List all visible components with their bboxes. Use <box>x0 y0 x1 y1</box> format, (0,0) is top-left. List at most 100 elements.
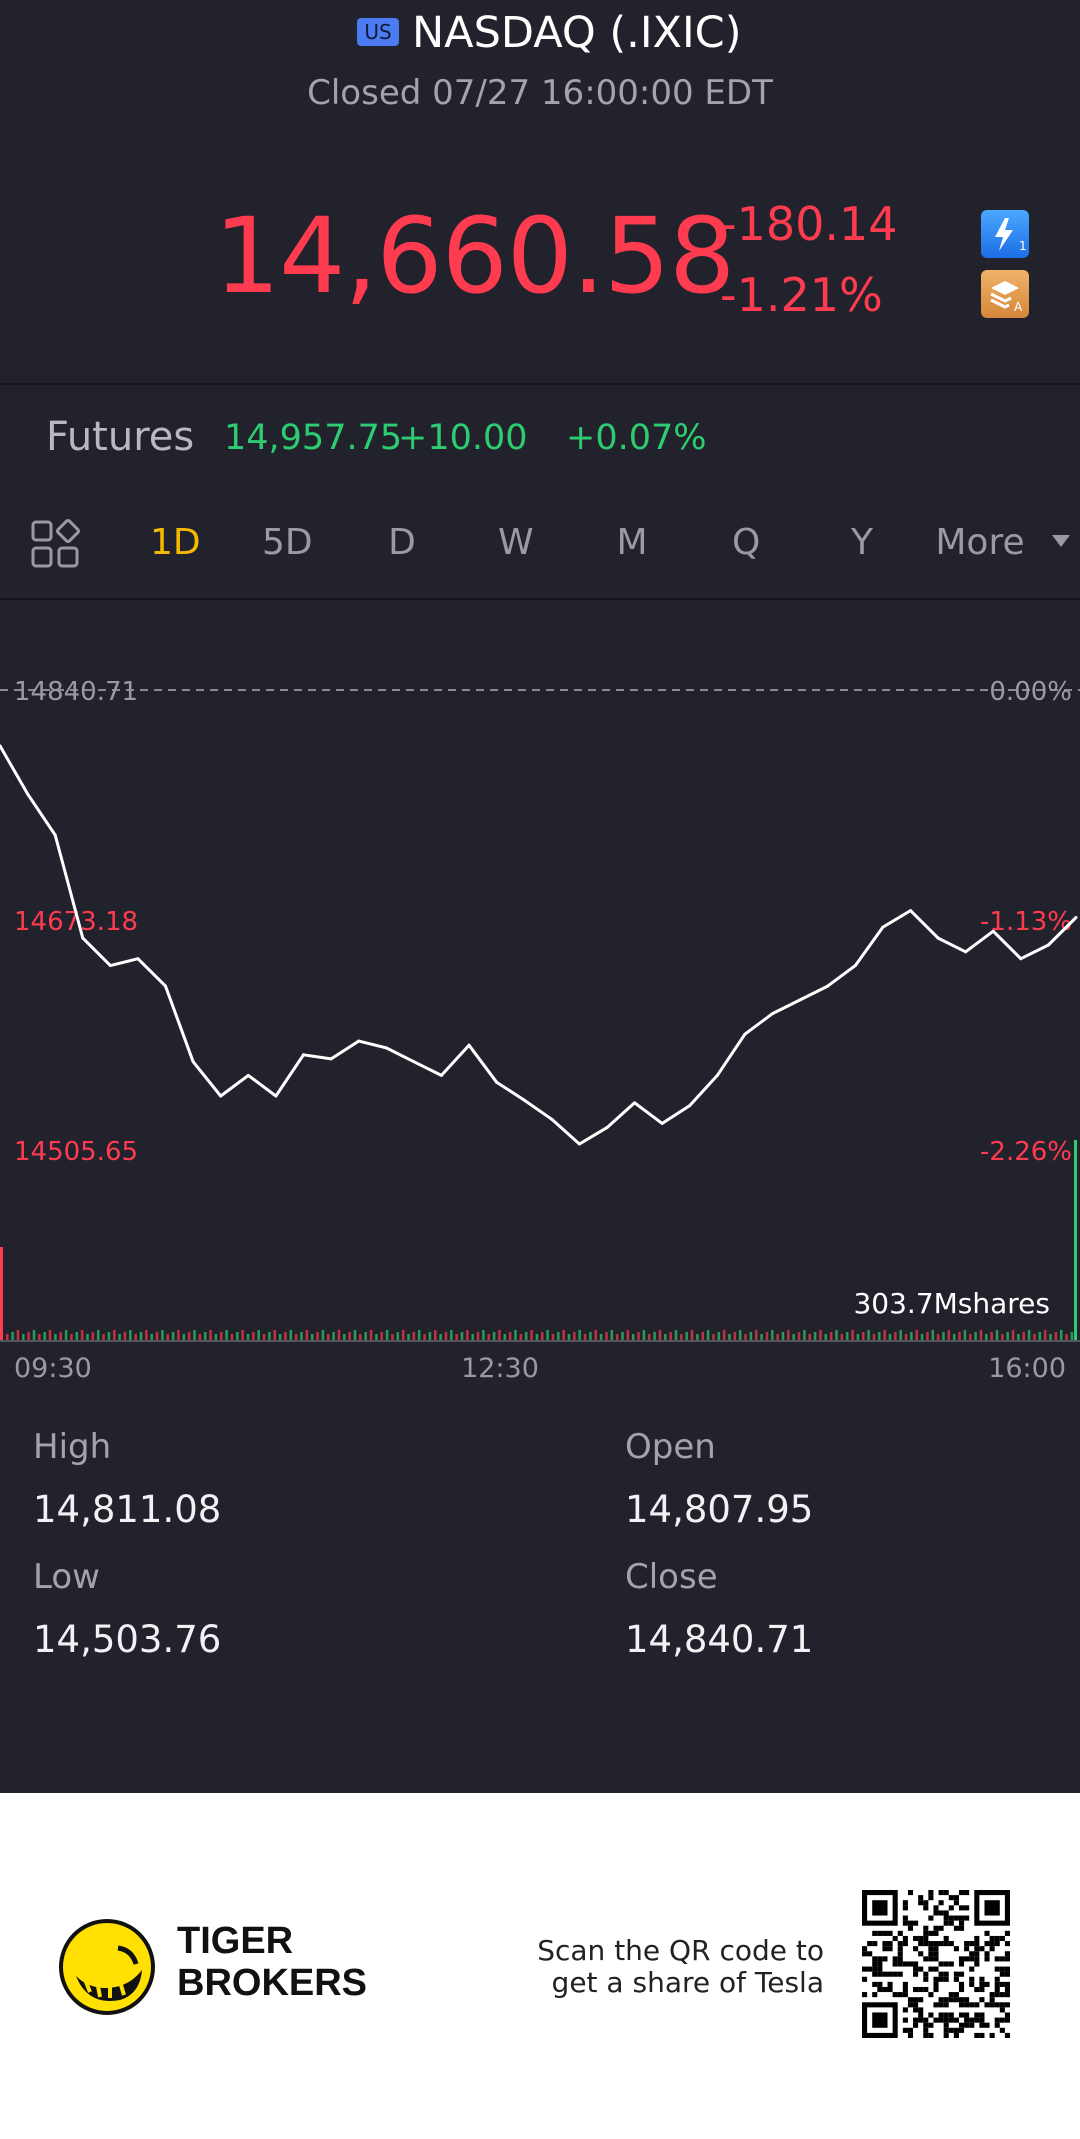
qr-module <box>974 2017 980 2023</box>
qr-module <box>918 1935 924 1942</box>
qr-module <box>953 1946 959 1952</box>
volume-bar <box>482 1330 485 1340</box>
volume-bar <box>268 1332 271 1340</box>
qr-module <box>923 2027 929 2033</box>
volume-bar <box>664 1334 667 1340</box>
qr-module <box>979 1981 985 1987</box>
qr-module <box>933 1910 939 1916</box>
qr-module <box>1004 1966 1010 1972</box>
volume-bar <box>915 1330 918 1340</box>
price-point <box>964 950 968 954</box>
qr-module <box>999 1935 1005 1942</box>
volume-bar <box>541 1332 544 1340</box>
qr-module <box>979 2017 985 2023</box>
qr-module <box>913 1971 919 1977</box>
price-line <box>0 745 1078 1146</box>
qr-module <box>918 2007 924 2013</box>
qr-module <box>943 2017 949 2023</box>
tab-month[interactable]: M <box>616 522 648 563</box>
chevron-down-icon[interactable] <box>1052 535 1070 547</box>
qr-module <box>933 1951 939 1957</box>
volume-bar <box>80 1330 84 1340</box>
volume-bar <box>385 1330 389 1340</box>
price-point <box>881 925 885 929</box>
volume-bar <box>755 1330 758 1340</box>
market-status: Closed 07/27 16:00:00 EDT <box>307 73 773 113</box>
qr-module <box>948 2027 954 2033</box>
layers-icon[interactable]: A <box>981 270 1029 318</box>
qr-module <box>923 1941 929 1947</box>
qr-module <box>999 1966 1005 1972</box>
volume-bar <box>701 1332 704 1340</box>
qr-module <box>948 1941 954 1947</box>
qr-module <box>943 1935 949 1942</box>
qr-module <box>913 2007 919 2013</box>
tab-quarter[interactable]: Q <box>732 522 761 563</box>
qr-module <box>877 1956 883 1962</box>
qr-module <box>897 1992 903 1998</box>
volume-bar <box>1027 1330 1031 1340</box>
qr-module <box>948 1961 954 1967</box>
volume-bar <box>1049 1334 1052 1340</box>
qr-module <box>994 1935 1000 1942</box>
volume-bar <box>22 1334 25 1340</box>
qr-module <box>984 2022 990 2028</box>
stat-close-value: 14,840.71 <box>625 1618 814 1661</box>
volume-bar <box>936 1334 940 1340</box>
volume-bar <box>407 1334 410 1340</box>
volume-bar <box>546 1330 549 1340</box>
volume-bar <box>931 1330 935 1340</box>
tab-week[interactable]: W <box>498 522 534 563</box>
tab-day[interactable]: D <box>388 522 416 563</box>
qr-module <box>999 1956 1005 1962</box>
volume-bar <box>637 1332 640 1340</box>
volume-bar <box>310 1334 314 1340</box>
tab-5d[interactable]: 5D <box>262 522 313 563</box>
volume-bar <box>599 1334 603 1340</box>
tab-1d[interactable]: 1D <box>150 522 201 563</box>
qr-module <box>902 1915 908 1921</box>
volume-bar <box>787 1330 790 1340</box>
qr-module <box>877 1981 883 1987</box>
volume-bar <box>862 1332 865 1340</box>
qr-module <box>989 1992 995 1998</box>
qr-module <box>933 1986 939 1993</box>
layout-grid-icon[interactable] <box>30 519 80 569</box>
tiger-logo-icon <box>58 1918 156 2016</box>
lightning-icon[interactable]: 1 <box>981 210 1029 258</box>
qr-module <box>989 1935 995 1942</box>
qr-module <box>902 2017 908 2023</box>
tab-more[interactable]: More <box>935 522 1025 563</box>
volume-bar <box>519 1334 523 1340</box>
volume-bar <box>294 1334 298 1340</box>
volume-bar <box>995 1330 999 1340</box>
qr-module <box>938 1890 944 1896</box>
volume-bar <box>605 1332 608 1340</box>
brand-name-line1: TIGER <box>177 1920 294 1962</box>
qr-module <box>923 1976 929 1982</box>
qr-module <box>933 1941 939 1947</box>
qr-code[interactable] <box>862 1890 1010 2038</box>
qr-module <box>1004 2017 1010 2023</box>
tab-year[interactable]: Y <box>851 522 873 563</box>
qr-module <box>974 1935 980 1942</box>
qr-finder <box>872 2012 888 2028</box>
qr-module <box>994 2022 1000 2028</box>
volume-bar <box>428 1332 432 1340</box>
price-change: -180.14 <box>720 197 898 251</box>
volume-bar <box>246 1334 250 1340</box>
intraday-chart[interactable]: 14840.71 0.00% 14673.18 -1.13% 14505.65 -2.26… <box>0 600 1080 1384</box>
qr-module <box>933 1981 939 1987</box>
volume-bar <box>952 1334 956 1340</box>
price-point <box>0 744 2 748</box>
volume-bar <box>888 1334 892 1340</box>
volume-bar <box>829 1332 833 1340</box>
qr-module <box>913 1966 919 1972</box>
qr-module <box>1004 1971 1010 1977</box>
volume-bar <box>171 1332 175 1340</box>
qr-module <box>877 1930 883 1936</box>
qr-module <box>907 2027 914 2033</box>
qr-module <box>953 2017 959 2023</box>
qr-module <box>964 1997 970 2003</box>
volume-bar <box>343 1334 346 1340</box>
